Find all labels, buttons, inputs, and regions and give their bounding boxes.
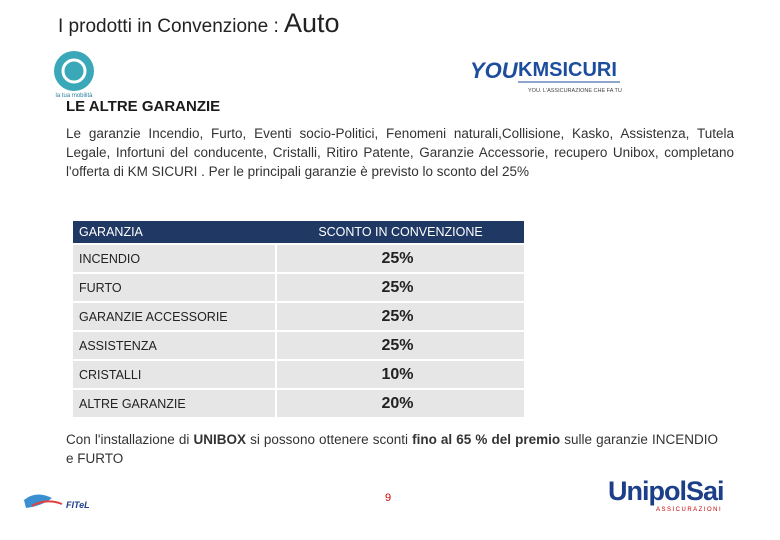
note-bold: fino al 65 % del premio — [412, 432, 561, 447]
logo-name: KMSICURI — [518, 59, 617, 81]
logo-text: UnipolSai — [608, 476, 724, 506]
logo-wheel — [61, 58, 87, 84]
coverage-cell: CRISTALLI — [73, 361, 277, 388]
table-row: ALTRE GARANZIE 20% — [73, 390, 524, 417]
title: I prodotti in Convenzione : Auto — [58, 8, 340, 39]
title-text: I prodotti in Convenzione : — [58, 16, 285, 37]
coverage-cell: ASSISTENZA — [73, 332, 277, 359]
product: Auto — [284, 8, 340, 38]
discount-table: GARANZIA SCONTO IN CONVENZIONE INCENDIO 2… — [73, 219, 524, 419]
note: Con l'installazione di UNIBOX si possono… — [66, 430, 718, 468]
note-text: sulle garanzie INCENDIO e FURTO — [66, 432, 718, 466]
header-cell: GARANZIA — [73, 221, 277, 243]
logo-tagline: YOU. L'ASSICURAZIONE CHE FA TU — [528, 88, 622, 94]
right-logo: YOU KMSICURI YOU. L'ASSICURAZIONE CHE FA… — [470, 58, 622, 94]
bottom-left-logo: FITeL — [24, 494, 90, 510]
discount-cell: 10% — [277, 361, 524, 388]
header-cell: SCONTO IN CONVENZIONE — [277, 221, 524, 243]
coverage-cell: ALTRE GARANZIE — [73, 390, 277, 417]
table-row: INCENDIO 25% — [73, 245, 524, 272]
bottom-right-logo: UnipolSai ASSICURAZIONI — [608, 476, 725, 513]
coverage-cell: GARANZIE ACCESSORIE — [73, 303, 277, 330]
logo-sub: ASSICURAZIONI — [656, 507, 722, 513]
left-logo: la tua mobilità — [54, 51, 94, 99]
logo-stroke — [31, 500, 63, 507]
table-row: GARANZIE ACCESSORIE 25% — [73, 303, 524, 330]
logo-caption: la tua mobilità — [55, 93, 93, 99]
logo-circle — [54, 51, 94, 91]
coverage-cell: INCENDIO — [73, 245, 277, 272]
page-number: 9 — [385, 492, 392, 504]
note-text: Con l'installazione di — [66, 432, 194, 447]
header-row: GARANZIA SCONTO IN CONVENZIONE — [73, 221, 524, 243]
section-text: Le garanzie Incendio, Furto, Eventi soci… — [66, 126, 734, 179]
discount-cell: 20% — [277, 390, 524, 417]
note-text: si possono ottenere sconti — [245, 432, 413, 447]
table-row: ASSISTENZA 25% — [73, 332, 524, 359]
coverage-cell: FURTO — [73, 274, 277, 301]
logo-wave — [24, 494, 52, 508]
discount-cell: 25% — [277, 245, 524, 272]
discount-cell: 25% — [277, 303, 524, 330]
note-bold: UNIBOX — [193, 432, 246, 447]
logo-you: YOU — [470, 58, 519, 83]
table-row: FURTO 25% — [73, 274, 524, 301]
discount-cell: 25% — [277, 274, 524, 301]
table-row: CRISTALLI 10% — [73, 361, 524, 388]
discount-cell: 25% — [277, 332, 524, 359]
section-heading: LE ALTRE GARANZIE — [66, 98, 221, 115]
logo-text: FITeL — [66, 500, 90, 510]
